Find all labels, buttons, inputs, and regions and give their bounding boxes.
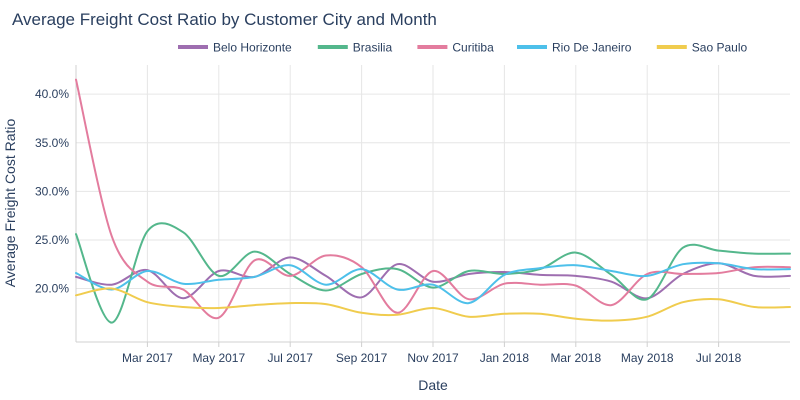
series-line-sao-paulo[interactable]	[75, 287, 791, 322]
series-line-belo-horizonte[interactable]	[75, 256, 791, 300]
x-tick-label: May 2017	[192, 351, 245, 365]
x-tick-label: Mar 2018	[550, 351, 601, 365]
series-line-brasilia[interactable]	[75, 222, 791, 324]
series-line-rio-de-janeiro[interactable]	[75, 261, 791, 305]
legend-item-belo-horizonte[interactable]: Belo Horizonte	[178, 41, 292, 55]
y-tick-label: 35.0%	[35, 136, 69, 150]
legend-label: Sao Paulo	[692, 41, 748, 55]
legend-item-curitiba[interactable]: Curitiba	[417, 41, 494, 55]
legend-item-brasilia[interactable]: Brasilia	[317, 41, 393, 55]
x-tick-label: Jul 2017	[268, 351, 314, 365]
chart-title: Average Freight Cost Ratio by Customer C…	[12, 10, 437, 29]
x-tick-label: Nov 2017	[407, 351, 459, 365]
y-tick-label: 20.0%	[35, 282, 69, 296]
legend-item-sao-paulo[interactable]: Sao Paulo	[656, 41, 748, 55]
legend-label: Belo Horizonte	[213, 41, 292, 55]
x-tick-label: Jul 2018	[696, 351, 742, 365]
y-tick-label: 25.0%	[35, 233, 69, 247]
y-tick-label: 30.0%	[35, 184, 69, 198]
x-tick-label: Sep 2017	[336, 351, 388, 365]
series-layer	[75, 78, 791, 324]
tick-labels: 20.0% 25.0% 30.0% 35.0% 40.0% Mar 2017 May 201…	[35, 87, 742, 365]
y-axis-title: Average Freight Cost Ratio	[2, 118, 18, 287]
x-tick-label: Mar 2017	[122, 351, 173, 365]
legend-label: Rio De Janeiro	[552, 41, 632, 55]
y-tick-label: 40.0%	[35, 87, 69, 101]
legend-label: Brasilia	[353, 41, 393, 55]
series-line-curitiba[interactable]	[75, 78, 791, 320]
gridlines	[76, 65, 790, 342]
legend-item-rio-de-janeiro[interactable]: Rio De Janeiro	[517, 41, 632, 55]
legend-label: Curitiba	[452, 41, 494, 55]
x-tick-label: Jan 2018	[480, 351, 530, 365]
legend: Belo Horizonte Brasilia Curitiba Rio De Jan…	[178, 41, 748, 55]
x-tick-label: May 2018	[621, 351, 674, 365]
x-axis-title: Date	[418, 377, 448, 393]
